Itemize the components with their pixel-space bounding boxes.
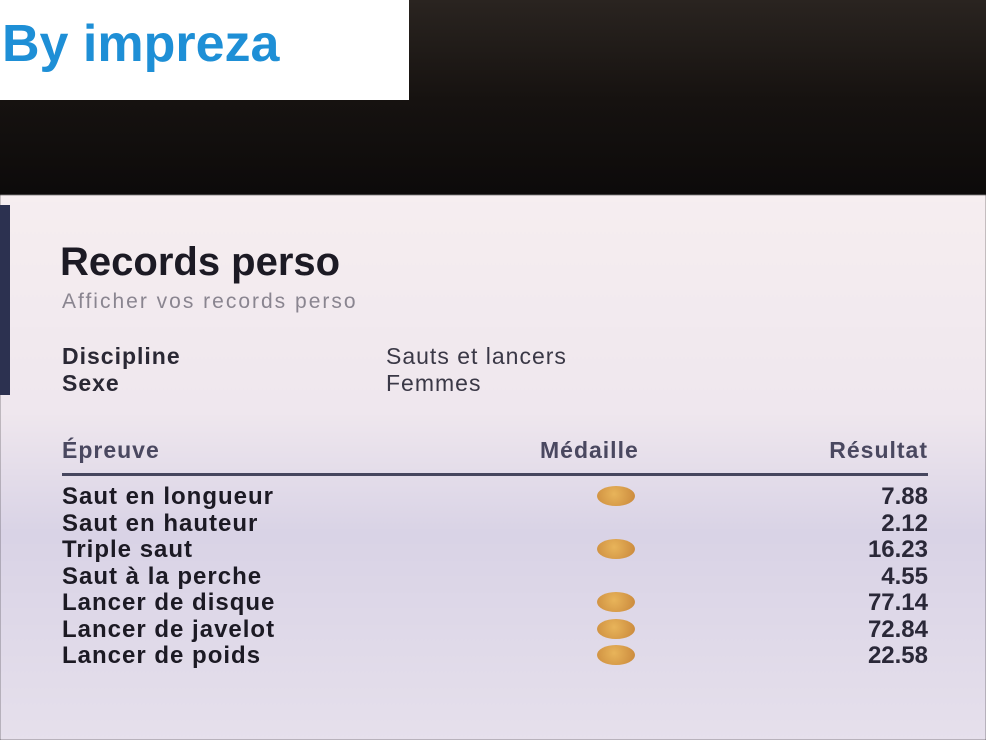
- event-result: 72.84: [867, 615, 928, 643]
- table-row[interactable]: Saut en longueur 7.88: [62, 483, 928, 510]
- event-result: 7.88: [881, 483, 928, 510]
- event-result: 16.23: [867, 536, 928, 563]
- header-medaille: Médaille: [540, 437, 639, 463]
- event-result: 4.55: [881, 562, 928, 590]
- watermark-text: By impreza: [2, 15, 280, 73]
- discipline-value[interactable]: Sauts et lancers: [386, 343, 567, 369]
- table-row[interactable]: Lancer de poids 22.58: [62, 642, 928, 669]
- medal-icon: [597, 539, 635, 559]
- event-result: 2.12: [881, 509, 928, 537]
- game-screen: [0, 195, 986, 740]
- header-resultat: Résultat: [829, 437, 928, 463]
- event-name: Lancer de disque: [62, 589, 276, 616]
- event-name: Triple saut: [62, 536, 194, 563]
- medal-icon: [597, 486, 635, 506]
- event-name: Lancer de poids: [62, 642, 262, 669]
- medal-icon: [597, 618, 635, 639]
- event-name: Saut en longueur: [62, 483, 275, 510]
- table-row[interactable]: Lancer de disque 77.14: [62, 589, 928, 616]
- table-row[interactable]: Lancer de javelot 72.84: [62, 616, 928, 643]
- page-subtitle: Afficher vos records perso: [62, 290, 358, 313]
- medal-icon: [597, 592, 635, 612]
- event-result: 77.14: [867, 589, 928, 616]
- screen-edge: [0, 205, 10, 395]
- page-title: Records perso: [60, 240, 341, 284]
- sexe-label[interactable]: Sexe: [62, 370, 120, 396]
- header-epreuve: Épreuve: [62, 437, 160, 463]
- event-name: Saut en hauteur: [62, 509, 259, 537]
- table-row[interactable]: Saut en hauteur 2.12: [62, 510, 928, 537]
- table-row[interactable]: Saut à la perche 4.55: [62, 563, 928, 590]
- event-name: Lancer de javelot: [62, 615, 276, 643]
- event-name: Saut à la perche: [62, 562, 263, 590]
- sexe-value[interactable]: Femmes: [386, 370, 482, 396]
- table-row[interactable]: Triple saut 16.23: [62, 536, 928, 563]
- header-divider: [62, 473, 928, 476]
- watermark: By impreza: [0, 0, 409, 100]
- medal-icon: [597, 645, 635, 665]
- event-result: 22.58: [867, 642, 928, 669]
- discipline-label[interactable]: Discipline: [62, 343, 181, 369]
